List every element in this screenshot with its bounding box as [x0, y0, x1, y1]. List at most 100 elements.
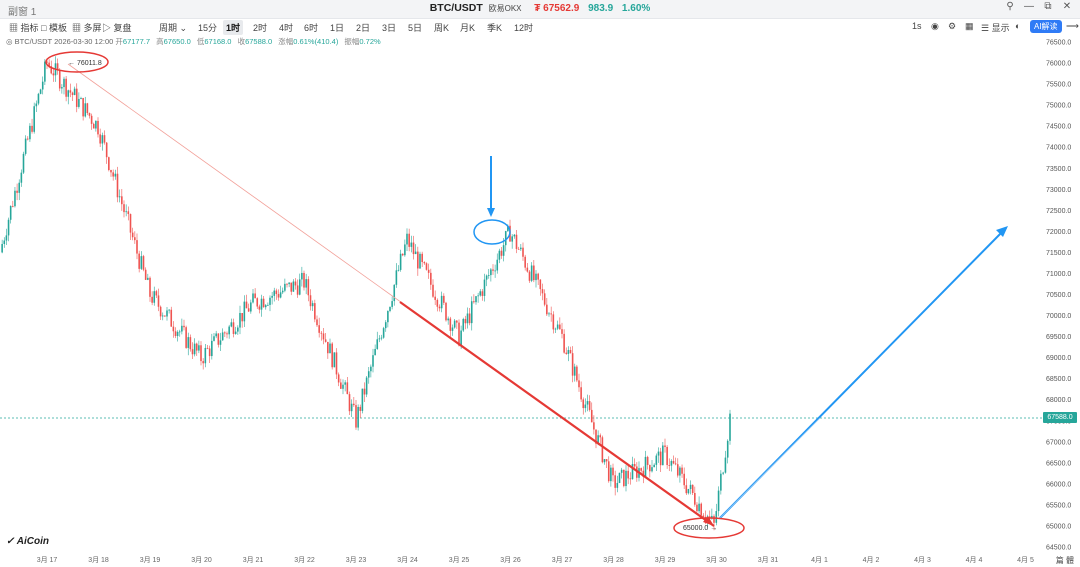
projection-arrowhead: [996, 226, 1008, 237]
period-quarter[interactable]: 季K: [487, 23, 503, 33]
candle-body: [361, 388, 364, 411]
candle-body: [172, 326, 175, 332]
candle-body: [565, 352, 568, 354]
candle-body: [554, 328, 557, 330]
candle-body: [298, 279, 301, 295]
period-1h[interactable]: 1时: [223, 20, 244, 35]
layout-icon[interactable]: ▦: [965, 21, 974, 31]
window-tab-title[interactable]: 副窗 1: [8, 7, 37, 18]
candle-body: [576, 366, 578, 381]
candle-body: [275, 290, 278, 295]
projection-arrow[interactable]: [719, 227, 1007, 519]
close-icon[interactable]: ✕: [1062, 1, 1072, 12]
candle-body: [649, 464, 651, 472]
candle-body: [211, 340, 213, 357]
chg-label: 涨幅: [278, 37, 294, 46]
period-week[interactable]: 周K: [434, 23, 450, 33]
display-menu[interactable]: ☰ 显示: [981, 23, 1010, 33]
candle-body: [404, 244, 406, 256]
candle-body: [294, 281, 297, 286]
high-label: ← 76011.8: [68, 60, 102, 67]
open-value: 67177.7: [122, 37, 151, 46]
candle-body: [37, 93, 40, 104]
search-icon[interactable]: ⚲: [1006, 1, 1014, 12]
candle-body: [303, 272, 305, 288]
period-4h[interactable]: 4时: [279, 23, 294, 33]
candle-body: [681, 467, 683, 474]
pointer-arrowhead: [487, 208, 495, 217]
x-tick-label: 4月 2: [863, 556, 880, 564]
period-month[interactable]: 月K: [460, 23, 476, 33]
y-tick-label: 66000.0: [1046, 481, 1071, 488]
candle-body: [138, 253, 140, 269]
candle-body: [485, 275, 488, 280]
candle-body: [393, 284, 396, 302]
candle-body: [52, 73, 55, 76]
candle-body: [548, 313, 550, 315]
candle-body: [372, 355, 374, 367]
period-1d[interactable]: 1日: [330, 23, 345, 33]
y-tick-label: 75000.0: [1046, 103, 1071, 110]
period-2d[interactable]: 2日: [356, 23, 371, 33]
candle-body: [616, 482, 619, 488]
period-6h[interactable]: 6时: [304, 23, 319, 33]
refresh-interval[interactable]: 1s: [912, 21, 922, 31]
candle-body: [245, 301, 248, 309]
toolbar-templates[interactable]: □ 模板: [41, 23, 67, 33]
candle-body: [355, 405, 357, 428]
candle-body: [414, 251, 417, 255]
period-12h[interactable]: 12时: [514, 23, 534, 33]
period-5d[interactable]: 5日: [408, 23, 423, 33]
candle-body: [267, 304, 269, 306]
candle-body: [726, 440, 729, 458]
candle-body: [234, 331, 237, 334]
title-bar: 副窗 1 BTC/USDT 欧易OKX ₮ 67562.9 983.9 1.60…: [0, 0, 1080, 19]
y-tick-label: 76000.0: [1046, 61, 1071, 68]
x-tick-label: 3月 25: [449, 556, 470, 564]
candle-body: [384, 322, 387, 329]
candle-body: [337, 374, 340, 383]
candle-body: [247, 308, 250, 312]
price-chart[interactable]: 76500.0 76000.0 75500.0 75000.0 74500.0 74000…: [0, 34, 1080, 567]
candle-body: [292, 281, 295, 292]
restore-icon[interactable]: ⧉: [1044, 1, 1052, 12]
candle-body: [507, 225, 509, 232]
toolbar-replay[interactable]: ▷ 复盘: [102, 23, 132, 33]
share-icon[interactable]: ⟶: [1066, 21, 1079, 31]
candle-body: [99, 134, 101, 144]
toolbar-multiscreen[interactable]: ▦ 多屏: [72, 23, 102, 33]
y-tick-label: 68500.0: [1046, 376, 1071, 383]
theme-icon[interactable]: ◐: [1015, 21, 1021, 31]
candle-body: [208, 348, 211, 357]
period-15m[interactable]: 15分: [198, 23, 218, 33]
candle-body: [48, 62, 50, 67]
candle-body: [717, 490, 720, 512]
ticker-symbol[interactable]: BTC/USDT: [429, 2, 483, 14]
candle-body: [134, 237, 136, 241]
candle-body: [82, 98, 84, 117]
minimize-icon[interactable]: —: [1024, 1, 1034, 12]
x-tick-label: 4月 3: [914, 556, 931, 564]
settings-icon[interactable]: ⚙: [948, 21, 957, 31]
candle-body: [95, 120, 97, 129]
period-3d[interactable]: 3日: [382, 23, 397, 33]
corner-text: 篇 體: [1055, 556, 1074, 565]
eye-icon[interactable]: ◎: [6, 37, 13, 46]
candle-body: [729, 413, 731, 441]
candle-body: [607, 461, 610, 482]
candle-body: [273, 290, 276, 296]
candle-body: [651, 467, 653, 472]
candle-body: [164, 315, 166, 317]
candle-body: [129, 214, 132, 233]
candle-body: [481, 291, 484, 296]
candle-body: [496, 259, 499, 271]
period-2h[interactable]: 2时: [253, 23, 268, 33]
toolbar-period[interactable]: 周期 ⌄: [159, 23, 188, 33]
candle-body: [155, 291, 158, 296]
ai-analysis-button[interactable]: AI解读: [1030, 20, 1062, 33]
camera-icon[interactable]: ◉: [931, 21, 939, 31]
candle-body: [612, 467, 614, 476]
toolbar-indicators[interactable]: ▦ 指标: [9, 23, 39, 33]
candle-body: [436, 299, 439, 307]
trendline-down[interactable]: [399, 301, 715, 527]
